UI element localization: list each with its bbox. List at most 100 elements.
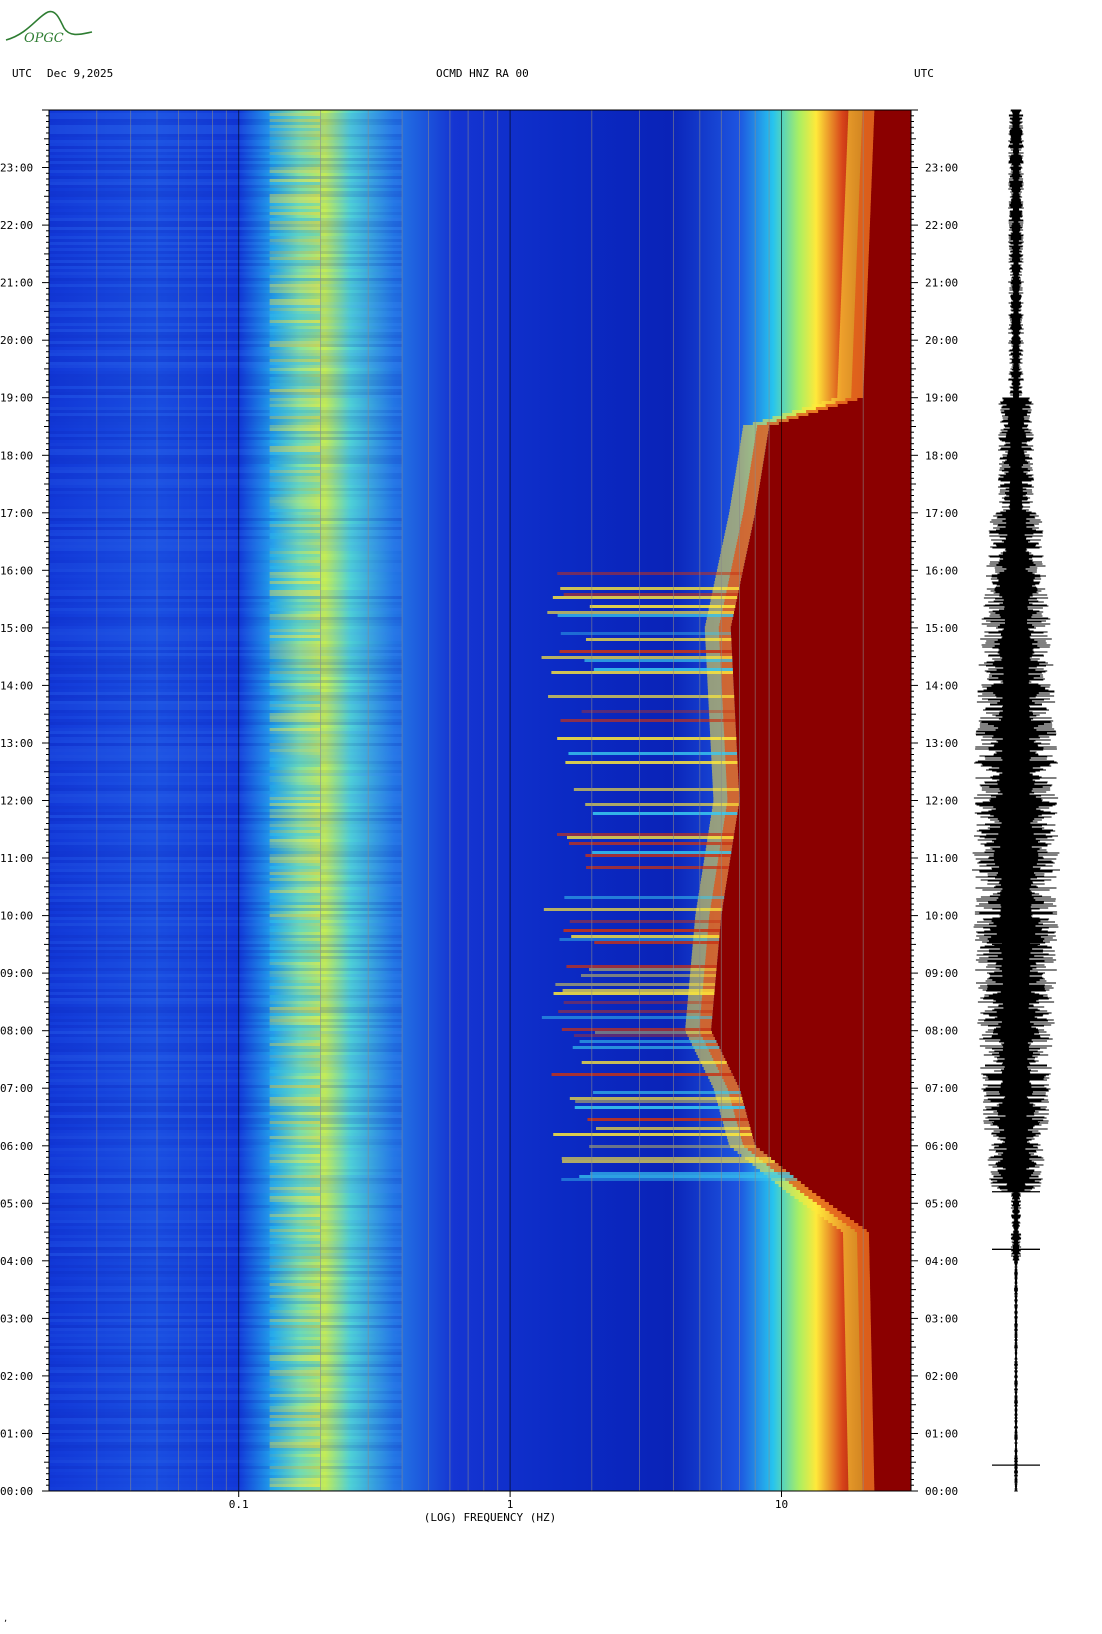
spectrogram-row-texture xyxy=(49,836,403,839)
spectrogram-transition-cell xyxy=(695,914,722,917)
spectrogram-transition-cell xyxy=(709,725,736,728)
microseism-band-cell xyxy=(270,965,321,968)
spectrogram-row-texture xyxy=(49,998,403,1001)
saturated-cell xyxy=(867,275,911,278)
spectrogram-transition-cell xyxy=(700,878,727,881)
saturated-cell xyxy=(865,341,911,344)
microseism-band-cell xyxy=(269,761,321,764)
saturated-cell xyxy=(731,632,911,635)
spectrogram-transition-cell xyxy=(717,1103,744,1106)
saturated-cell xyxy=(731,1070,911,1073)
microseism-band-cell xyxy=(269,380,321,383)
spectrogram-transition-cell xyxy=(858,1313,871,1316)
microseism-band-cell xyxy=(269,437,321,440)
spectrogram-transition-cell xyxy=(860,161,873,164)
spectrogram-transition-cell xyxy=(860,1406,873,1409)
saturated-cell xyxy=(749,536,911,539)
spectrogram-transition-cell xyxy=(709,722,736,725)
spectrogram-transition-cell xyxy=(713,890,726,893)
saturated-cell xyxy=(873,131,911,134)
spectrogram-transition-cell xyxy=(838,362,865,365)
spectrogram-transition-cell xyxy=(712,590,739,593)
microseism-band-cell xyxy=(269,659,321,662)
saturated-cell xyxy=(758,488,911,491)
spectrogram-row-texture xyxy=(49,608,403,611)
spectrogram-transition-cell xyxy=(705,635,732,638)
saturated-cell xyxy=(873,1424,911,1427)
spectrogram-transition-cell xyxy=(717,863,730,866)
saturated-cell xyxy=(747,1115,911,1118)
saturated-cell xyxy=(735,728,911,731)
saturated-cell xyxy=(730,854,911,857)
microseism-band-cell xyxy=(269,134,321,137)
saturated-cell xyxy=(714,995,911,998)
spectrogram-transition-cell xyxy=(706,653,733,656)
spectrogram-row-texture xyxy=(49,1445,403,1448)
saturated-cell xyxy=(870,1316,911,1319)
saturated-cell xyxy=(718,941,911,944)
spectrogram-row-texture xyxy=(49,755,403,758)
saturated-cell xyxy=(766,443,911,446)
spectrogram-transition-cell xyxy=(711,899,724,902)
saturated-cell xyxy=(737,767,911,770)
spectrogram-transition-cell xyxy=(841,293,868,296)
saturated-cell xyxy=(726,1061,911,1064)
spectrogram-transition-cell xyxy=(839,332,866,335)
spectrogram-transition-cell xyxy=(843,1250,870,1253)
spectrogram-transition-cell xyxy=(722,545,749,548)
spectrogram-transition-cell xyxy=(721,677,734,680)
spectrogram-transition-cell xyxy=(845,182,872,185)
microseism-band-cell xyxy=(269,1073,321,1076)
spectrogram-transition-cell xyxy=(722,707,735,710)
saturated-cell xyxy=(871,185,911,188)
microseism-band-cell xyxy=(269,440,321,443)
microseism-band-cell xyxy=(269,905,321,908)
spectrogram-transition-cell xyxy=(845,179,872,182)
microseism-band-cell xyxy=(269,344,321,347)
spectrogram-transition-cell xyxy=(857,1268,870,1271)
spectrogram-transition-cell xyxy=(751,461,764,464)
microseism-band-cell xyxy=(269,890,321,893)
saturated-cell xyxy=(711,1028,911,1031)
y-tick-label-left: 23:00 xyxy=(0,162,33,175)
microseism-band-cell xyxy=(269,860,321,863)
spectrogram-row-texture xyxy=(49,149,403,152)
microseism-band-cell xyxy=(269,548,321,551)
spectrogram-row-texture xyxy=(49,554,402,557)
saturated-cell xyxy=(872,1388,911,1391)
spectrogram-transition-cell xyxy=(861,1466,874,1469)
spectrogram-row-texture xyxy=(49,263,403,266)
spectrogram-row-texture xyxy=(49,560,403,563)
spectrogram-row-texture xyxy=(49,485,403,488)
saturated-cell xyxy=(865,326,911,329)
microseism-band-cell xyxy=(269,593,321,596)
saturated-cell xyxy=(737,1082,911,1085)
noise-streak xyxy=(558,1010,713,1013)
spectrogram-transition-cell xyxy=(731,494,758,497)
saturated-cell xyxy=(854,1220,911,1223)
spectrogram-transition-cell xyxy=(845,185,872,188)
spectrogram-row-texture xyxy=(49,698,403,701)
spectrogram-transition-cell xyxy=(847,1439,874,1442)
microseism-band-cell xyxy=(269,455,321,458)
spectrogram-row-texture xyxy=(49,1133,403,1136)
saturated-cell xyxy=(870,1286,911,1289)
saturated-cell xyxy=(729,860,911,863)
spectrogram-row-texture xyxy=(49,227,403,230)
spectrogram-transition-cell xyxy=(722,1076,735,1079)
saturated-cell xyxy=(873,143,911,146)
saturated-cell xyxy=(748,545,911,548)
saturated-cell xyxy=(733,689,911,692)
spectrogram-transition-cell xyxy=(717,566,744,569)
spectrogram-transition-cell xyxy=(688,1037,715,1040)
spectrogram-transition-cell xyxy=(720,620,733,623)
microseism-band-cell xyxy=(269,1268,321,1271)
microseism-band-cell xyxy=(269,194,321,197)
saturated-cell xyxy=(728,866,911,869)
spectrogram-transition-cell xyxy=(721,548,748,551)
saturated-cell xyxy=(716,1040,911,1043)
spectrogram-transition-cell xyxy=(859,1364,872,1367)
spectrogram-transition-cell xyxy=(726,785,739,788)
noise-streak xyxy=(565,761,738,764)
spectrogram-transition-cell xyxy=(841,281,868,284)
